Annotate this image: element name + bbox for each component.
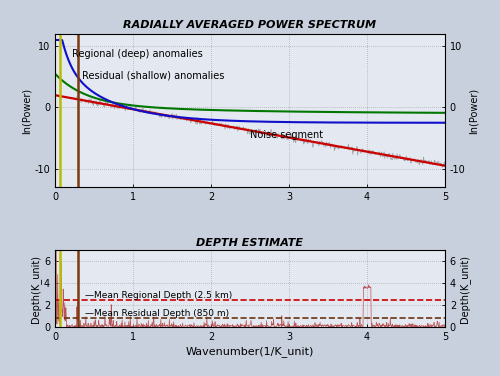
Text: —Mean Regional Depth (2.5 km): —Mean Regional Depth (2.5 km) [84,291,232,300]
Y-axis label: Depth(K_unit): Depth(K_unit) [30,255,41,323]
Y-axis label: ln(Power): ln(Power) [468,88,478,133]
Text: Residual (shallow) anomalies: Residual (shallow) anomalies [82,70,225,80]
Title: RADIALLY AVERAGED POWER SPECTRUM: RADIALLY AVERAGED POWER SPECTRUM [124,20,376,30]
Title: DEPTH ESTIMATE: DEPTH ESTIMATE [196,238,304,248]
X-axis label: Wavenumber(1/K_unit): Wavenumber(1/K_unit) [186,346,314,357]
Text: Noise segment: Noise segment [250,130,323,140]
Y-axis label: Depth(K_unit): Depth(K_unit) [459,255,470,323]
Text: —Mean Residual Depth (850 m): —Mean Residual Depth (850 m) [84,309,229,318]
Text: Regional (deep) anomalies: Regional (deep) anomalies [72,49,203,59]
Y-axis label: ln(Power): ln(Power) [22,88,32,133]
